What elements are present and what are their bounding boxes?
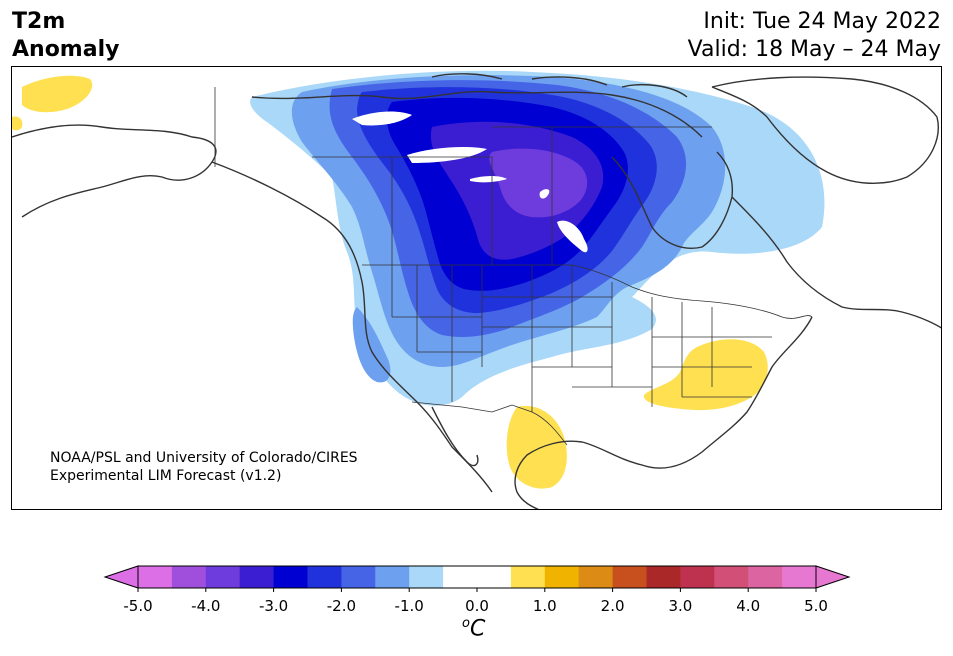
reindeer-lake (539, 189, 550, 199)
colorbar-swatch (612, 566, 647, 588)
colorbar-tick-label: 2.0 (601, 597, 625, 615)
colorbar-tick-label: 5.0 (804, 597, 828, 615)
southeast-warm-patch (643, 339, 768, 411)
baja-peninsula (431, 406, 479, 467)
west-cold-lobe (352, 307, 391, 383)
colorbar-swatch (443, 566, 478, 588)
great-bear-lake (352, 111, 412, 126)
colorbar-tick-label: 4.0 (736, 597, 760, 615)
colorbar-swatch (205, 566, 241, 588)
init-date: Init: Tue 24 May 2022 (703, 9, 941, 34)
gulf-coast (514, 440, 583, 509)
colorbar-tick-label: 1.0 (533, 597, 557, 615)
unit-letter: C (469, 616, 486, 642)
anomaly-map (12, 70, 941, 509)
hudson-bay (611, 151, 734, 249)
title-line-1: T2m (12, 9, 66, 34)
colorbar-tick-label: -4.0 (191, 597, 220, 615)
colorbar-swatch (307, 566, 342, 588)
colorbar-unit: oC (462, 616, 485, 641)
colorbar-swatch (510, 566, 546, 588)
colorbar-swatch (578, 566, 614, 588)
colorbar-swatch (138, 566, 173, 588)
contour-minus-3-5 (489, 148, 588, 218)
colorbar-swatch (273, 566, 308, 588)
colorbar-swatch (375, 566, 410, 588)
colorbar-tick-label: -3.0 (259, 597, 288, 615)
labrador-coast (731, 196, 941, 329)
colorbar-max-extend (815, 565, 851, 589)
alaska-warm-patch (22, 75, 93, 113)
canada-us-border (362, 264, 813, 319)
atlantic-coast (581, 316, 813, 469)
greenland-coast (711, 76, 939, 185)
lake-athabasca (470, 176, 507, 183)
colorbar-swatch (782, 566, 817, 588)
colorbar-min-extend (103, 565, 139, 589)
colorbar-swatch (477, 566, 512, 588)
arctic-coast (251, 90, 703, 138)
colorbar-swatch (680, 566, 715, 588)
colorbar-swatch (646, 566, 681, 588)
colorbar-tick-label: 3.0 (668, 597, 692, 615)
title-line-2: Anomaly (12, 37, 120, 62)
valid-period: Valid: 18 May – 24 May (687, 37, 941, 62)
degree-symbol: o (462, 616, 470, 631)
colorbar-swatch (714, 566, 749, 588)
bering-warm-patch (12, 116, 23, 131)
lakes (352, 111, 588, 253)
colorbar-swatch (239, 566, 275, 588)
colorbar-swatch (341, 566, 376, 588)
colorbar-tick-label: 0.0 (465, 597, 489, 615)
colorbar-tick-label: -2.0 (327, 597, 356, 615)
colorbar-swatch (544, 566, 580, 588)
credit-line-1: NOAA/PSL and University of Colorado/CIRE… (50, 450, 358, 466)
colorbar-swatch (171, 566, 207, 588)
credit-line-2: Experimental LIM Forecast (v1.2) (50, 468, 282, 484)
colorbar-swatch (409, 566, 444, 588)
forecast-dates: Init: Tue 24 May 2022 Valid: 18 May – 24… (688, 8, 941, 64)
political-borders (214, 87, 813, 446)
state-lines-east (651, 297, 772, 407)
colorbar-tick-label: -1.0 (395, 597, 424, 615)
state-lines-west (391, 265, 483, 402)
cold-anomaly-shading (250, 70, 825, 406)
forecast-credit: NOAA/PSL and University of Colorado/CIRE… (50, 449, 358, 485)
map-title: T2m Anomaly (12, 8, 119, 64)
lake-winnipeg (557, 220, 588, 253)
great-slave-lake (407, 147, 487, 163)
state-lines-central (482, 265, 652, 412)
colorbar-tick-label: -5.0 (123, 597, 152, 615)
us-mexico-border (411, 401, 568, 446)
colorbar-swatch (748, 566, 783, 588)
province-lines (312, 126, 712, 265)
arctic-islands (431, 73, 688, 98)
coastlines (12, 73, 941, 509)
map-panel: NOAA/PSL and University of Colorado/CIRE… (11, 66, 942, 510)
pacific-coast (211, 161, 493, 493)
